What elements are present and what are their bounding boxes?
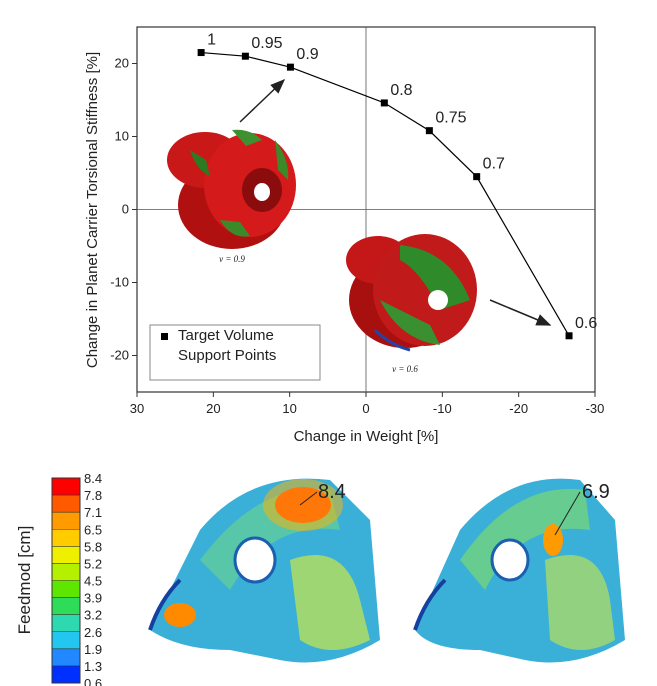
x-tick-label: -20 <box>509 401 528 416</box>
colorbar-tick-label: 7.8 <box>84 488 102 503</box>
colorbar-band <box>52 648 80 667</box>
x-tick-label: 10 <box>282 401 296 416</box>
point <box>197 49 205 57</box>
colorbar-band <box>52 614 80 633</box>
leader-line <box>554 491 581 536</box>
colorbar-band <box>52 546 80 564</box>
arrow <box>239 78 286 123</box>
x-tick-label: 30 <box>130 401 144 416</box>
colorbar-tick-label: 6.5 <box>84 522 102 537</box>
point-label: 1 <box>207 32 216 49</box>
point <box>286 63 294 71</box>
point-label: 0.7 <box>483 156 505 173</box>
legend-box <box>149 324 321 381</box>
x-tick-label: 0 <box>362 401 369 416</box>
colorbar-tick-label: 1.9 <box>84 642 102 657</box>
point <box>241 52 249 60</box>
legend: Target Volume Support Points <box>178 327 277 364</box>
colorbar-tick-label: 4.5 <box>84 574 102 589</box>
y-tick-label: -20 <box>110 348 129 363</box>
colorbar-band <box>52 580 80 599</box>
legend-marker <box>161 333 168 340</box>
y-axis-label: Change in Planet Carrier Torsional Stiff… <box>84 52 101 368</box>
part-render-09 <box>167 129 296 249</box>
colorbar-tick-label: 5.2 <box>84 556 102 571</box>
y-tick-label: 20 <box>115 56 129 71</box>
colorbar-tick-label: 8.4 <box>84 471 102 486</box>
colorbar-band <box>52 563 80 581</box>
x-axis-label: Change in Weight [%] <box>294 428 439 445</box>
legend-label: Target Volume Support Points <box>178 327 277 364</box>
colorbar-tick-label: 3.2 <box>84 608 102 623</box>
x-tick-label: -30 <box>586 401 605 416</box>
colorbar-tick-label: 0.6 <box>84 676 102 686</box>
x-tick-label: 20 <box>206 401 220 416</box>
colorbar-band <box>52 597 80 616</box>
feedmod-render-right <box>413 478 625 663</box>
colorbar-label: Feedmod [cm] <box>15 526 34 635</box>
peak-annotation: 8.4 <box>318 481 346 503</box>
y-tick-label: 10 <box>115 129 129 144</box>
point <box>380 99 388 107</box>
point <box>425 127 433 135</box>
point-label: 0.8 <box>390 82 412 99</box>
colorbar-tick-label: 5.8 <box>84 539 102 554</box>
colorbar-band <box>52 631 80 650</box>
colorbar-tick-label: 7.1 <box>84 505 102 520</box>
colorbar-band <box>52 529 80 547</box>
y-tick-label: 0 <box>122 202 129 217</box>
point <box>565 332 573 340</box>
colorbar-tick-label: 1.3 <box>84 659 102 674</box>
colorbar-band <box>52 665 80 684</box>
colorbar-band <box>52 512 80 530</box>
part-render-06 <box>346 234 477 352</box>
peak-annotation: 6.9 <box>582 481 610 503</box>
point-label: 0.95 <box>251 35 282 52</box>
colorbar-tick-label: 3.9 <box>84 591 102 606</box>
arrow <box>489 299 552 326</box>
point-label: 0.9 <box>296 46 318 63</box>
point-label: 0.6 <box>575 315 597 332</box>
annotation: v = 0.6 <box>392 364 418 374</box>
colorbar-tick-label: 2.6 <box>84 625 102 640</box>
leader-line <box>299 491 318 506</box>
x-tick-label: -10 <box>433 401 452 416</box>
y-tick-label: -10 <box>110 275 129 290</box>
point <box>473 173 481 181</box>
feedmod-render-left <box>148 478 380 663</box>
colorbar-band <box>52 478 80 496</box>
annotation: v = 0.9 <box>219 254 245 264</box>
colorbar-band <box>52 495 80 513</box>
point-label: 0.75 <box>435 110 466 127</box>
